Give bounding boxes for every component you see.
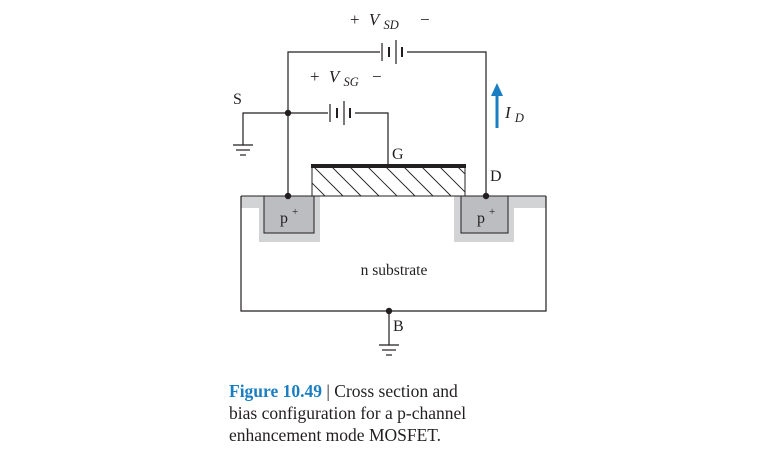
vsg-plus-label: +	[310, 67, 320, 86]
figure-number: Figure 10.49	[229, 381, 323, 401]
p-right-sup: +	[489, 206, 495, 218]
bulk-ground	[379, 344, 399, 356]
caption-separator: |	[322, 381, 335, 401]
source-contact-dot	[284, 192, 292, 200]
vsd-v-label: V	[369, 10, 382, 29]
substrate-label: n substrate	[361, 262, 428, 279]
vsd-plus-label: +	[350, 10, 360, 29]
drain-contact-dot	[482, 192, 490, 200]
source-ground	[233, 144, 253, 156]
caption-line-3: enhancement mode MOSFET.	[229, 425, 442, 445]
gate-metal	[311, 164, 466, 168]
vsg-v-label: V	[329, 67, 342, 86]
caption-line-1: Cross section and	[334, 381, 458, 401]
bulk-contact-dot	[385, 307, 393, 315]
id-sub-label: D	[514, 111, 524, 125]
vsg-sub-label: SG	[343, 75, 358, 89]
wires	[242, 51, 487, 345]
substrate-outline	[240, 196, 547, 312]
svg-text:I D: I D	[504, 103, 524, 125]
p-left-sup: +	[292, 206, 298, 218]
vsg-minus-label: −	[372, 67, 382, 86]
svg-text:+ V SG: + V SG	[310, 67, 359, 89]
p-left-label: p	[280, 210, 288, 227]
caption-line-2: bias configuration for a p-channel	[229, 403, 467, 423]
gate-oxide	[311, 166, 466, 197]
vsg-battery	[329, 101, 351, 125]
gate-label: G	[392, 146, 404, 163]
svg-text:+ V SD: + V SD	[350, 10, 399, 32]
figure-caption: Figure 10.49 | Cross section and bias co…	[229, 380, 559, 446]
source-label: S	[233, 91, 242, 108]
vsd-battery	[381, 40, 403, 64]
id-i-label: I	[504, 103, 512, 122]
vsd-minus-label: −	[420, 10, 430, 29]
bulk-label: B	[393, 318, 404, 335]
svg-text:p +: p +	[477, 206, 495, 227]
oxide-hatch	[312, 167, 465, 196]
drain-current-arrow	[491, 83, 503, 128]
source-p-region	[263, 195, 315, 234]
source-junction-dot	[284, 109, 292, 117]
svg-text:p +: p +	[280, 206, 298, 227]
drain-label: D	[490, 168, 502, 185]
vsd-sub-label: SD	[383, 18, 398, 32]
p-right-label: p	[477, 210, 485, 227]
